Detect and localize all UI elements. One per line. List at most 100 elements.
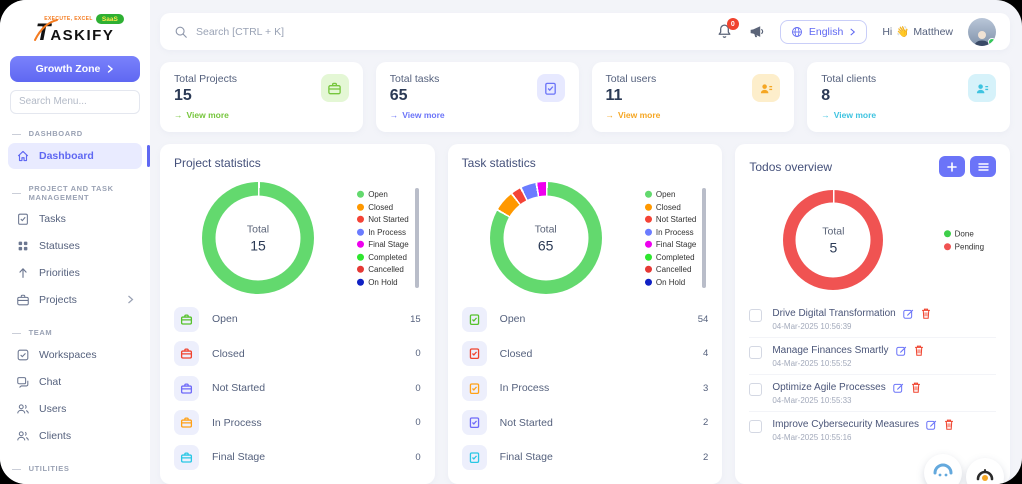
- legend-dot: [644, 228, 652, 236]
- sidebar-item-users[interactable]: Users: [8, 396, 142, 422]
- global-search-input[interactable]: [196, 25, 496, 38]
- arrow-right-icon: →: [389, 110, 399, 120]
- sidebar-item-tasks[interactable]: Tasks: [8, 206, 142, 232]
- legend-item[interactable]: In Process: [357, 227, 408, 236]
- legend-item[interactable]: Final Stage: [644, 240, 696, 249]
- add-todo-button[interactable]: [939, 156, 966, 177]
- todo-checkbox[interactable]: [749, 420, 763, 433]
- edit-icon[interactable]: [895, 345, 907, 356]
- nav-section-utilities: — UTILITIES: [12, 463, 70, 474]
- project-statistics-donut[interactable]: Total 15: [202, 182, 314, 294]
- legend-dot: [644, 265, 652, 273]
- sidebar-item-clients[interactable]: Clients: [8, 423, 142, 449]
- language-selector[interactable]: English: [779, 19, 868, 44]
- legend-item[interactable]: Closed: [357, 202, 408, 211]
- legend-item[interactable]: Completed: [644, 252, 696, 261]
- stat-value: 15: [174, 87, 192, 104]
- task-statistics-panel: Task statistics Total 65 Open Closed Not…: [447, 144, 723, 484]
- legend-item[interactable]: In Process: [644, 227, 696, 236]
- stats-row: Total Projects 15 → View more Total tasks…: [160, 62, 1010, 132]
- legend-item[interactable]: Closed: [644, 202, 696, 211]
- legend-item[interactable]: Not Started: [357, 215, 409, 224]
- status-count: 4: [703, 348, 709, 360]
- legend-item[interactable]: Open: [644, 190, 696, 199]
- sidebar-search-input[interactable]: [10, 89, 140, 114]
- sidebar-item-label: Workspaces: [39, 348, 97, 361]
- donut-center: Total 15: [215, 195, 301, 281]
- sidebar-item-statuses[interactable]: Statuses: [8, 233, 142, 259]
- legend-dot: [943, 230, 951, 238]
- stat-label: Total clients: [821, 73, 877, 85]
- stat-label: Total tasks: [389, 73, 440, 85]
- sidebar-item-projects[interactable]: Projects: [8, 287, 142, 313]
- legend-item[interactable]: On Hold: [357, 277, 408, 286]
- task-statistics-donut[interactable]: Total 65: [489, 182, 602, 294]
- todo-checkbox[interactable]: [749, 383, 763, 396]
- notifications-button[interactable]: 0: [716, 18, 739, 40]
- global-search[interactable]: [174, 25, 716, 39]
- legend-item[interactable]: Not Started: [644, 215, 696, 224]
- online-status-dot: [988, 37, 996, 46]
- todo-checkbox[interactable]: [749, 309, 763, 322]
- trash-icon[interactable]: [921, 308, 931, 319]
- edit-icon[interactable]: [893, 382, 904, 393]
- trash-icon[interactable]: [911, 382, 921, 393]
- chat-assistant-icon: [933, 463, 953, 477]
- legend-dot: [644, 203, 652, 211]
- taskify-logo[interactable]: EXECUTE, EXCEL SaaS T ASKIFY: [0, 10, 150, 50]
- todo-item: Improve Cybersecurity Measures 04-Mar-20…: [749, 412, 996, 448]
- legend-item[interactable]: Done: [943, 229, 984, 238]
- status-label: Open: [212, 313, 238, 326]
- status-count: 54: [697, 313, 709, 325]
- sidebar-item-workspaces[interactable]: Workspaces: [8, 342, 142, 368]
- todo-date: 04-Mar-2025 10:55:16: [772, 433, 852, 442]
- legend-item[interactable]: Open: [357, 190, 408, 199]
- legend-item[interactable]: On Hold: [644, 277, 696, 286]
- todo-date: 04-Mar-2025 10:56:39: [772, 322, 852, 331]
- status-row: Closed 0: [160, 337, 435, 372]
- support-chat-button[interactable]: [924, 454, 962, 484]
- todo-checkbox[interactable]: [749, 346, 763, 359]
- todos-overview-donut[interactable]: Total 5: [783, 190, 884, 290]
- todo-list-button[interactable]: [970, 156, 997, 177]
- legend-item[interactable]: Final Stage: [357, 240, 409, 249]
- status-label: Closed: [212, 347, 245, 360]
- status-count: 15: [410, 313, 421, 325]
- todo-item: Manage Finances Smartly 04-Mar-2025 10:5…: [749, 338, 997, 375]
- donut-center: Total 5: [795, 202, 871, 278]
- todo-title: Manage Finances Smartly: [772, 345, 889, 356]
- nav-section-dashboard: — DASHBOARD: [12, 128, 83, 139]
- legend-dot: [357, 190, 365, 198]
- briefcase-icon: [174, 341, 199, 367]
- legend-item[interactable]: Cancelled: [644, 265, 696, 274]
- trash-icon[interactable]: [914, 345, 924, 356]
- status-label: In Process: [212, 416, 262, 429]
- sidebar-item-label: Clients: [39, 429, 72, 442]
- legend-item[interactable]: Completed: [357, 252, 408, 261]
- sidebar-item-priorities[interactable]: Priorities: [8, 260, 142, 286]
- legend-item[interactable]: Cancelled: [357, 265, 408, 274]
- growth-zone-button[interactable]: Growth Zone: [10, 55, 140, 82]
- users-icon: [16, 402, 30, 416]
- status-label: Not Started: [212, 382, 266, 395]
- sidebar-item-leads-management[interactable]: Leads Management: [8, 478, 142, 484]
- legend-dot: [357, 228, 365, 236]
- status-count: 2: [703, 417, 709, 429]
- view-more-link[interactable]: → View more: [821, 110, 877, 120]
- edit-icon[interactable]: [926, 419, 937, 430]
- bot-assistant-button[interactable]: [966, 458, 1004, 484]
- view-more-link[interactable]: → View more: [605, 110, 661, 120]
- user-avatar[interactable]: [968, 17, 996, 46]
- announcements-button[interactable]: [748, 23, 765, 40]
- todo-item: Optimize Agile Processes 04-Mar-2025 10:…: [749, 375, 997, 412]
- sidebar-item-chat[interactable]: Chat: [8, 369, 142, 395]
- legend-scrollbar[interactable]: [414, 188, 419, 288]
- trash-icon[interactable]: [944, 419, 954, 430]
- edit-icon[interactable]: [902, 308, 914, 319]
- legend-item[interactable]: Pending: [943, 242, 984, 251]
- view-more-link[interactable]: → View more: [389, 110, 445, 120]
- sidebar-item-dashboard[interactable]: Dashboard: [8, 142, 150, 169]
- donut-center: Total 65: [503, 195, 589, 281]
- legend-scrollbar[interactable]: [702, 188, 707, 288]
- view-more-link[interactable]: → View more: [174, 110, 229, 120]
